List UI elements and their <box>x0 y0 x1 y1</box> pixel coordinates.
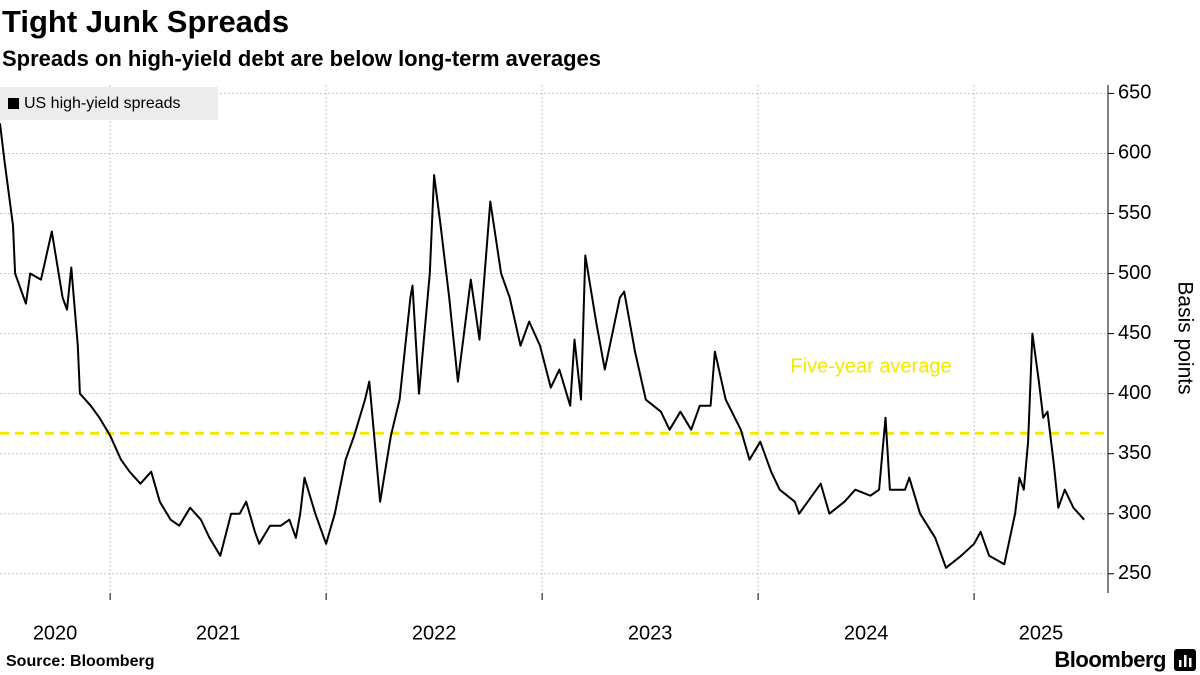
chart-subtitle: Spreads on high-yield debt are below lon… <box>2 46 601 71</box>
y-tick-label: 450 <box>1118 322 1151 344</box>
source: Source: Bloomberg <box>6 653 154 670</box>
y-tick-label: 600 <box>1118 142 1151 164</box>
x-tick-label: 2022 <box>412 622 457 644</box>
legend-background <box>0 87 218 120</box>
x-tick-label: 2021 <box>196 622 241 644</box>
y-axis-label: Basis points <box>1173 281 1196 394</box>
x-tick-label: 2023 <box>628 622 673 644</box>
y-tick-label: 400 <box>1118 382 1151 404</box>
reference-label: Five-year average <box>790 355 951 377</box>
brand-icon <box>1174 649 1196 671</box>
x-tick-label: 2024 <box>844 622 889 644</box>
y-tick-label: 500 <box>1118 262 1151 284</box>
brand: Bloomberg <box>1054 647 1166 672</box>
legend-label: US high-yield spreads <box>24 95 181 112</box>
y-tick-label: 300 <box>1118 502 1151 524</box>
legend-swatch <box>8 98 19 109</box>
series-line <box>0 123 1085 569</box>
y-tick-label: 350 <box>1118 442 1151 464</box>
y-tick-label: 550 <box>1118 202 1151 224</box>
x-tick-label: 2025 <box>1019 622 1064 644</box>
legend: US high-yield spreads <box>0 87 218 120</box>
x-tick-label: 2020 <box>33 622 78 644</box>
y-tick-label: 250 <box>1118 562 1151 584</box>
y-tick-label: 650 <box>1118 82 1151 104</box>
chart-title: Tight Junk Spreads <box>2 4 289 39</box>
